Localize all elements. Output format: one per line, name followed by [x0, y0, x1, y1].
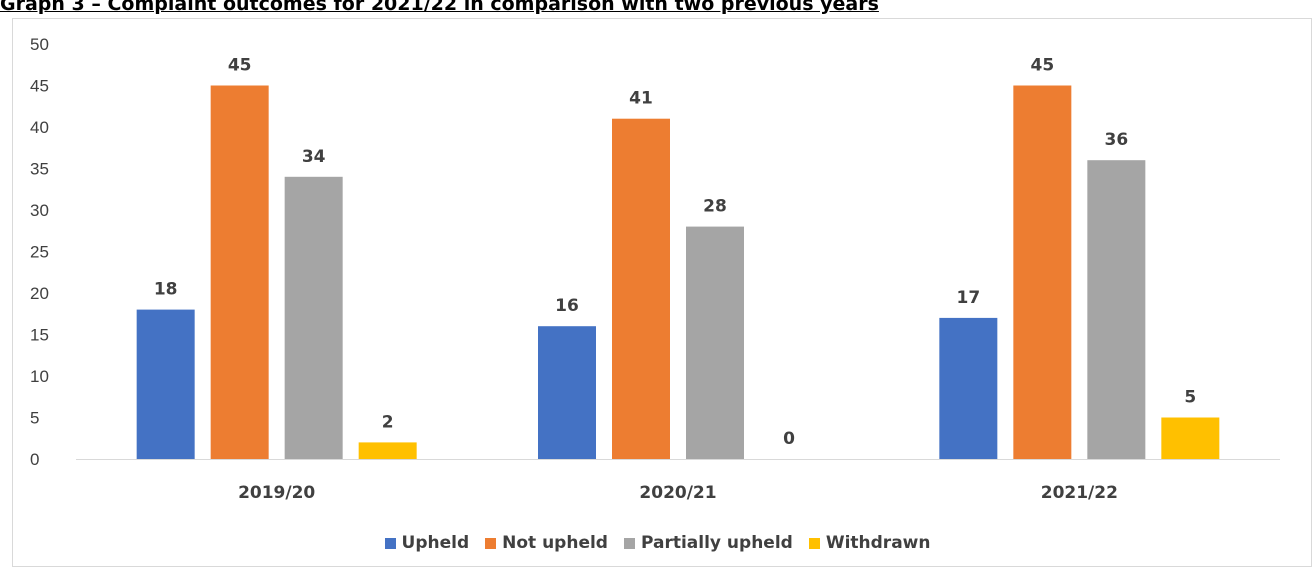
bar-not-upheld	[1013, 85, 1072, 459]
x-tick-label: 2020/21	[639, 483, 716, 503]
data-label: 45	[228, 56, 252, 76]
chart-legend: Upheld Not upheld Partially upheld Withd…	[0, 530, 1315, 556]
y-tick-label: 25	[30, 243, 49, 262]
legend-item-not-upheld: Not upheld	[485, 533, 608, 553]
bar-not-upheld	[210, 85, 269, 459]
y-tick-label: 0	[30, 450, 39, 469]
legend-item-partially-upheld: Partially upheld	[623, 533, 793, 553]
data-label: 17	[956, 288, 980, 308]
data-label: 41	[629, 89, 653, 109]
legend-item-upheld: Upheld	[384, 533, 470, 553]
data-label: 5	[1184, 388, 1196, 408]
bar-upheld	[939, 317, 998, 459]
legend-item-withdrawn: Withdrawn	[808, 533, 931, 553]
x-tick-label: 2021/22	[1041, 483, 1118, 503]
bar-partially-upheld	[686, 226, 744, 459]
legend-label-upheld: Upheld	[401, 533, 470, 553]
x-tick-label: 2019/20	[238, 483, 315, 503]
data-label: 28	[703, 197, 727, 217]
bar-withdrawn	[1161, 417, 1220, 459]
y-tick-label: 35	[30, 160, 49, 179]
y-tick-label: 20	[30, 284, 49, 303]
data-label: 2	[382, 412, 394, 432]
y-tick-label: 15	[30, 326, 49, 345]
legend-swatch-not-upheld	[485, 537, 497, 549]
legend-swatch-withdrawn	[808, 537, 820, 549]
y-tick-label: 5	[30, 409, 39, 428]
y-tick-label: 45	[30, 77, 49, 96]
legend-label-not-upheld: Not upheld	[502, 533, 608, 553]
y-tick-label: 30	[30, 201, 49, 220]
bar-upheld	[136, 309, 195, 459]
bar-partially-upheld	[284, 176, 343, 460]
y-tick-label: 50	[30, 35, 49, 54]
bar-withdrawn	[358, 442, 417, 459]
legend-swatch-upheld	[384, 537, 396, 549]
data-label: 45	[1030, 56, 1054, 76]
legend-label-withdrawn: Withdrawn	[825, 533, 931, 553]
chart-title: Graph 3 – Complaint outcomes for 2021/22…	[0, 0, 879, 15]
bar-not-upheld	[612, 118, 670, 459]
data-label: 16	[555, 296, 579, 316]
data-label: 18	[154, 280, 178, 300]
data-label: 34	[302, 147, 326, 167]
bar-upheld	[538, 326, 596, 459]
y-tick-label: 10	[30, 367, 49, 386]
y-tick-label: 40	[30, 118, 49, 137]
bar-partially-upheld	[1087, 160, 1146, 459]
legend-swatch-partially-upheld	[623, 537, 635, 549]
legend-label-partially-upheld: Partially upheld	[640, 533, 793, 553]
data-label: 36	[1104, 130, 1128, 150]
data-label: 0	[783, 429, 795, 449]
